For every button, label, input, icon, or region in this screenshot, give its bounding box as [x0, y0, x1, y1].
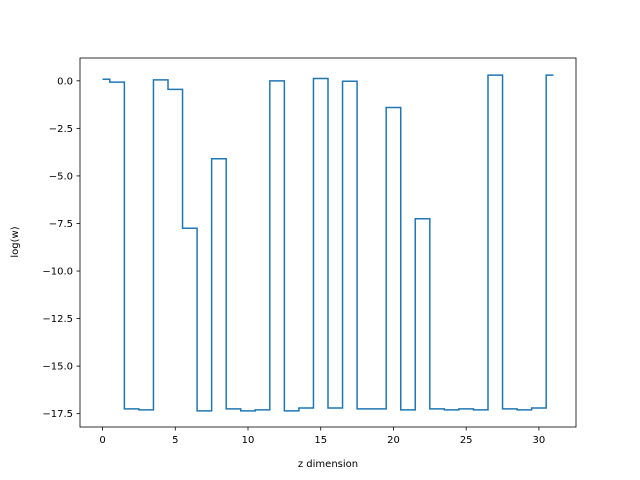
- x-tick-label: 30: [533, 435, 546, 446]
- y-tick-label: −2.5: [49, 124, 73, 135]
- y-tick-label: −15.0: [42, 362, 73, 373]
- axes-frame: [79, 57, 577, 428]
- y-tick-label: −10.0: [42, 267, 73, 278]
- x-axis-label: z dimension: [298, 459, 358, 470]
- y-tick-label: −12.5: [42, 314, 73, 325]
- x-tick-label: 25: [460, 435, 473, 446]
- x-axis-ticks: 0 5 10 15 20 25 30: [99, 427, 545, 446]
- series-line: [102, 74, 554, 412]
- x-tick-label: 0: [99, 435, 105, 446]
- x-tick-label: 10: [242, 435, 255, 446]
- y-axis-label: log(w): [10, 226, 21, 257]
- y-tick-label: −17.5: [42, 409, 73, 420]
- x-tick-label: 5: [172, 435, 178, 446]
- y-tick-label: −7.5: [49, 219, 73, 230]
- x-tick-label: 20: [387, 435, 400, 446]
- plot-area: [102, 74, 554, 412]
- y-axis-ticks: 0.0 −2.5 −5.0 −7.5 −10.0 −12.5 −15.0 −17.5: [42, 76, 80, 420]
- y-tick-label: 0.0: [57, 76, 73, 87]
- x-tick-label: 15: [314, 435, 327, 446]
- y-tick-label: −5.0: [49, 171, 73, 182]
